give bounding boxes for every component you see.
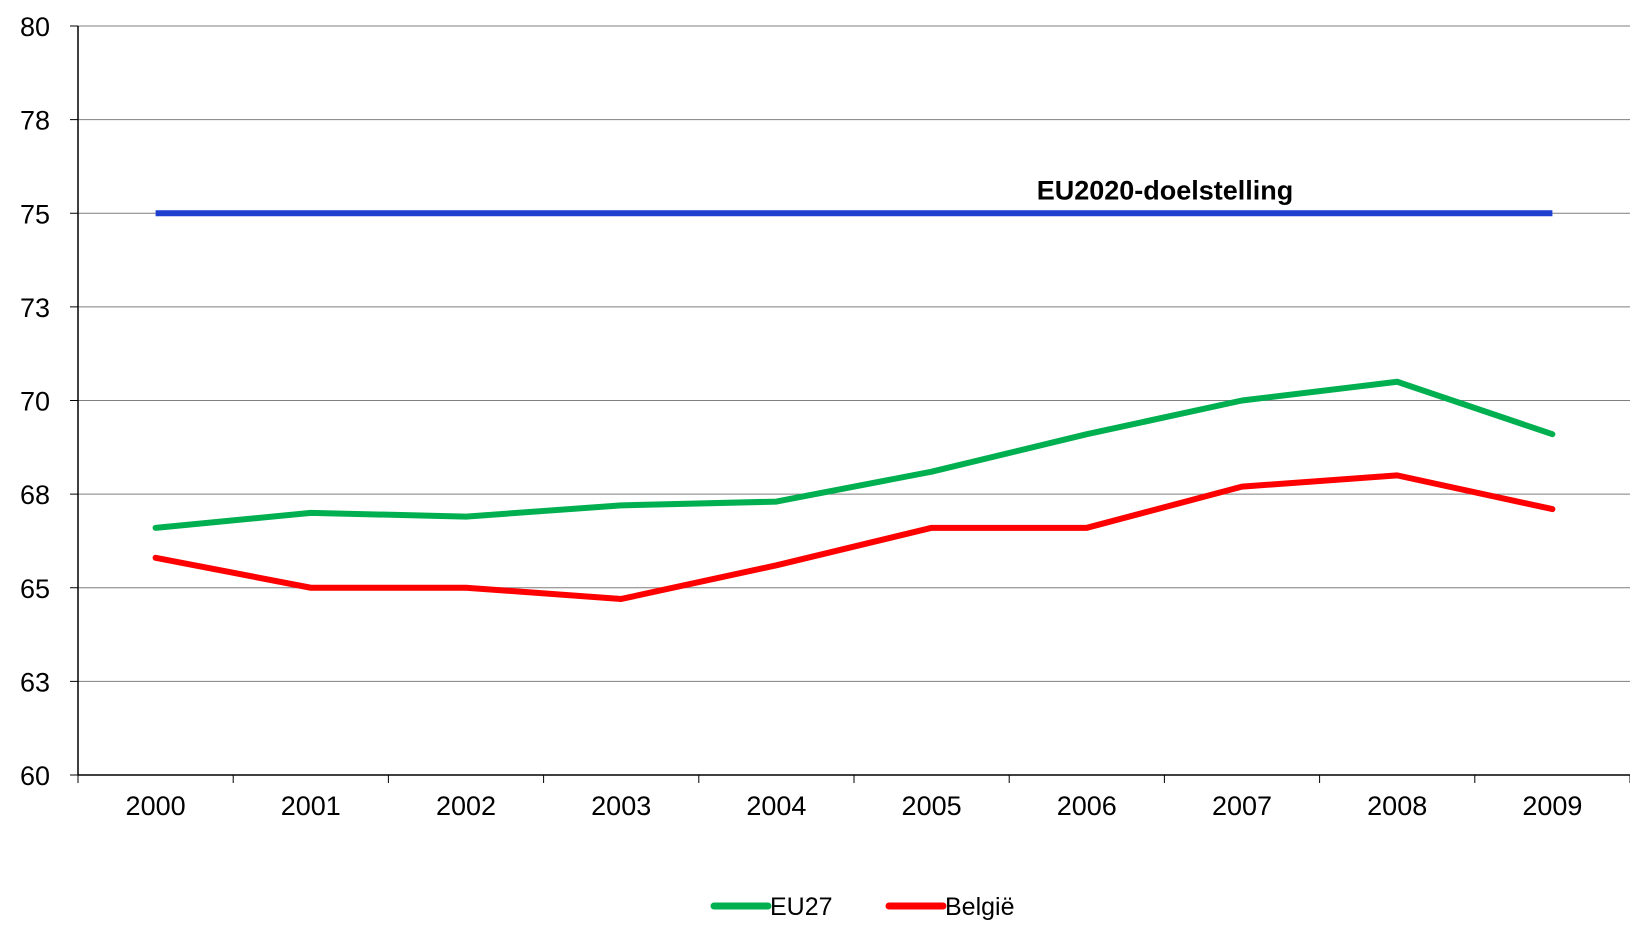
x-tick-label: 2009 — [1522, 791, 1582, 821]
series-lines — [152, 378, 1556, 602]
y-tick-label: 78 — [20, 106, 50, 136]
gridlines — [78, 25, 1630, 682]
y-tick-label: 65 — [20, 574, 50, 604]
y-tick-label: 63 — [20, 667, 50, 697]
series-line-0 — [152, 378, 1556, 531]
x-tick-label: 2006 — [1057, 791, 1117, 821]
series-line-1 — [152, 472, 1556, 602]
x-tick-label: 2002 — [436, 791, 496, 821]
x-tick-label: 2008 — [1367, 791, 1427, 821]
target-annotation: EU2020-doelstelling — [1037, 175, 1294, 205]
target-line-group: EU2020-doelstelling — [155, 175, 1553, 217]
axes — [70, 25, 1630, 783]
y-tick-label: 80 — [20, 12, 50, 42]
y-tick-label: 68 — [20, 480, 50, 510]
legend: EU27 België — [710, 893, 1015, 921]
y-tick-label: 60 — [20, 761, 50, 791]
x-tick-label: 2004 — [746, 791, 806, 821]
y-axis-tick-labels: 60 63 65 68 70 73 75 78 80 — [20, 12, 50, 791]
legend-label-1: België — [945, 893, 1015, 921]
x-tick-label: 2007 — [1212, 791, 1272, 821]
x-tick-label: 2000 — [126, 791, 186, 821]
legend-label-0: EU27 — [770, 893, 833, 921]
x-tick-label: 2005 — [902, 791, 962, 821]
x-tick-label: 2001 — [281, 791, 341, 821]
y-tick-label: 75 — [20, 199, 50, 229]
y-tick-label: 70 — [20, 387, 50, 417]
y-tick-label: 73 — [20, 293, 50, 323]
x-axis-tick-labels: 2000 2001 2002 2003 2004 2005 2006 2007 2008 2009 — [126, 791, 1583, 821]
x-tick-label: 2003 — [591, 791, 651, 821]
